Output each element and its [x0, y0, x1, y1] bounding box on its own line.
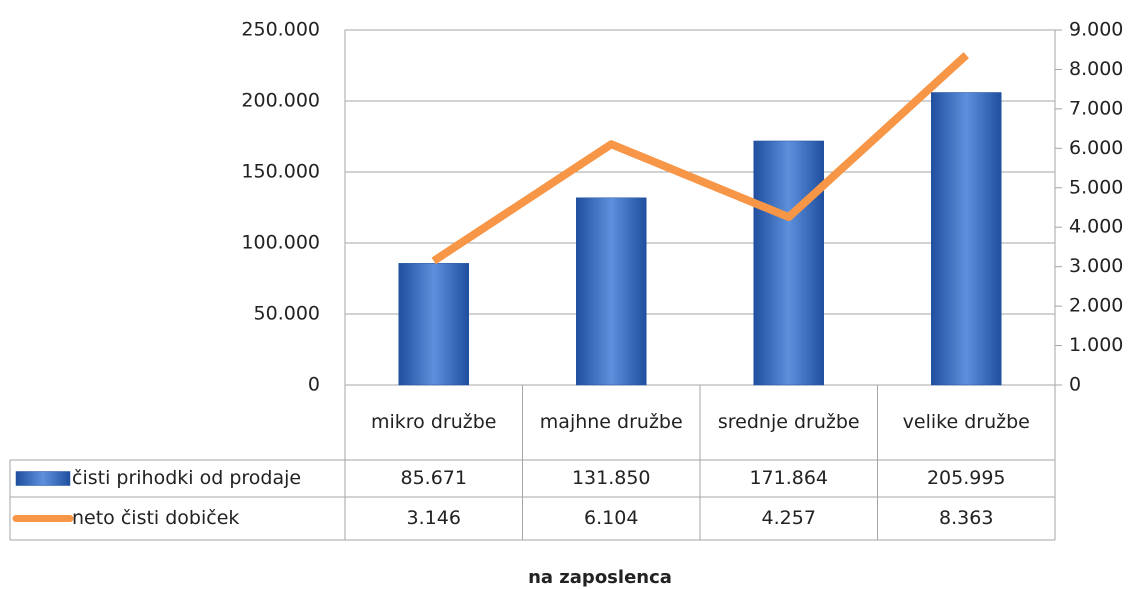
bar — [931, 92, 1002, 386]
y-tick-label: 50.000 — [254, 303, 320, 325]
y2-tick-label: 5.000 — [1069, 176, 1123, 198]
line — [431, 52, 969, 265]
bar — [753, 140, 824, 386]
y2-tick-label: 8.000 — [1069, 58, 1123, 80]
y-tick-label: 100.000 — [241, 232, 320, 254]
y-tick-label: 150.000 — [241, 161, 320, 183]
x-axis-label: na zaposlenca — [528, 567, 672, 588]
y2-tick-label: 7.000 — [1069, 97, 1123, 119]
bar — [398, 263, 469, 386]
table-value: 4.257 — [762, 507, 816, 529]
table-value: 171.864 — [749, 467, 828, 489]
x-tick-label: majhne družbe — [540, 411, 683, 433]
y-tick-label: 200.000 — [241, 90, 320, 112]
table-value: 131.850 — [572, 467, 651, 489]
table-value: 3.146 — [407, 507, 461, 529]
table-value: 8.363 — [939, 507, 993, 529]
legend-label: neto čisti dobiček — [72, 507, 239, 529]
legend-label: čisti prihodki od prodaje — [72, 467, 301, 489]
y2-tick-label: 3.000 — [1069, 255, 1123, 277]
y2-tick-label: 6.000 — [1069, 137, 1123, 159]
table-value: 205.995 — [927, 467, 1006, 489]
y2-tick-label: 0 — [1069, 374, 1081, 396]
bar — [576, 197, 647, 386]
y-tick-label: 0 — [308, 374, 320, 396]
y-tick-label: 250.000 — [241, 19, 320, 41]
x-tick-label: srednje družbe — [718, 411, 860, 433]
legend-key — [15, 471, 71, 486]
y2-tick-label: 4.000 — [1069, 216, 1123, 238]
y2-tick-label: 2.000 — [1069, 295, 1123, 317]
x-tick-label: mikro družbe — [371, 411, 497, 433]
y2-tick-label: 1.000 — [1069, 334, 1123, 356]
table-value: 85.671 — [401, 467, 467, 489]
x-tick-label: velike družbe — [903, 411, 1030, 433]
y2-tick-label: 9.000 — [1069, 19, 1123, 41]
table-value: 6.104 — [584, 507, 638, 529]
